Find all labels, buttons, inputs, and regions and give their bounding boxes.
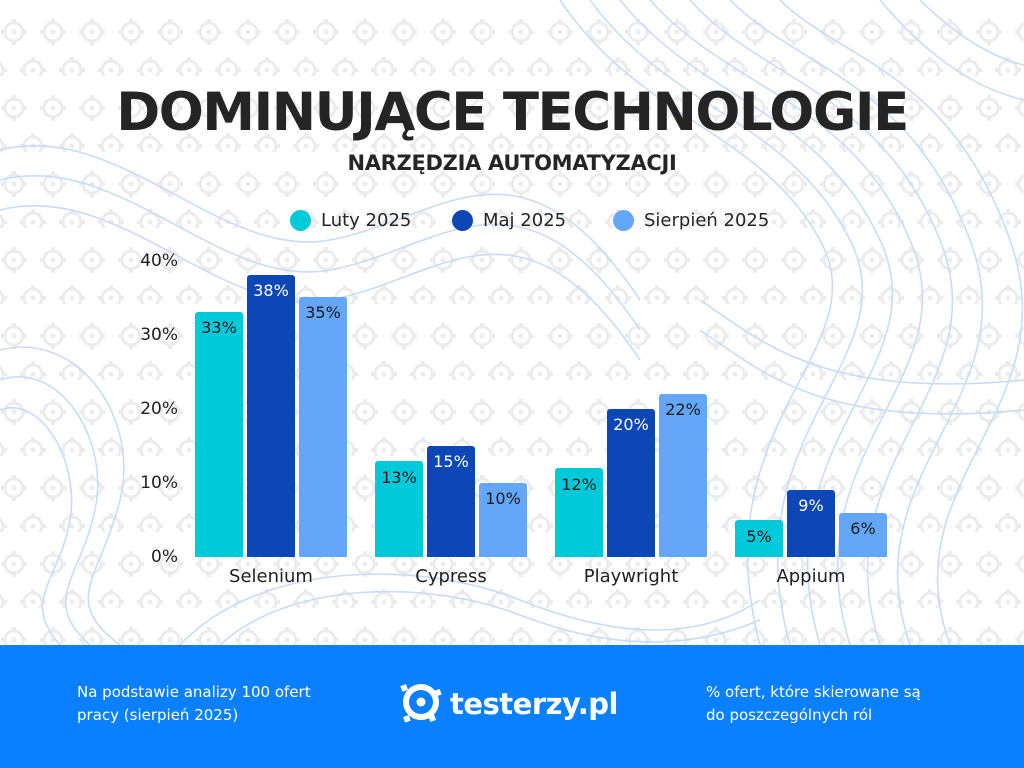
- bar-sierpien: [659, 394, 707, 557]
- bar-sierpien: [479, 483, 527, 557]
- bar-sierpien: [299, 297, 347, 557]
- bar-sierpien: [839, 513, 887, 557]
- legend-item-maj: Maj 2025: [452, 205, 566, 235]
- footer-source-line2: pracy (sierpień 2025): [77, 706, 239, 724]
- y-tick-label: 30%: [140, 325, 178, 345]
- footer-description-line2: do poszczególnych ról: [706, 706, 873, 724]
- footer-source-note: Na podstawie analizy 100 ofert pracy (si…: [77, 681, 377, 727]
- chart-subtitle: NARZĘDZIA AUTOMATYZACJI: [347, 151, 677, 175]
- footer-source-line1: Na podstawie analizy 100 ofert: [77, 683, 311, 701]
- bar-value-label: 15%: [433, 452, 469, 471]
- bar-maj: [427, 446, 475, 557]
- legend-swatch-icon: [290, 209, 311, 231]
- bar-value-label: 9%: [798, 496, 824, 515]
- brand-logo: testerzy.pl: [398, 679, 618, 729]
- bar-luty: [375, 461, 423, 557]
- bar-value-label: 12%: [561, 475, 597, 494]
- bar-value-label: 6%: [850, 519, 876, 538]
- bar-luty: [195, 312, 243, 557]
- y-tick-label: 10%: [140, 473, 178, 493]
- y-tick-label: 20%: [140, 399, 178, 419]
- category-label: Playwright: [583, 566, 679, 587]
- gear-target-icon: [398, 679, 444, 729]
- bar-luty: [555, 468, 603, 557]
- category-label: Appium: [776, 566, 846, 587]
- legend-swatch-icon: [452, 209, 473, 231]
- brand-name: testerzy.pl: [450, 687, 618, 721]
- bar-value-label: 33%: [201, 318, 237, 337]
- category-label: Selenium: [229, 566, 313, 587]
- legend-label: Maj 2025: [483, 209, 567, 231]
- footer-banner: Na podstawie analizy 100 ofert pracy (si…: [0, 645, 1024, 768]
- bar-maj: [787, 490, 835, 557]
- legend-item-luty: Luty 2025: [290, 205, 411, 235]
- legend-item-sierpien: Sierpień 2025: [613, 205, 769, 235]
- bar-value-label: 38%: [253, 281, 289, 300]
- bar-value-label: 35%: [305, 303, 341, 322]
- bar-value-label: 22%: [665, 400, 701, 419]
- chart-legend: Luty 2025 Maj 2025 Sierpień 2025: [0, 205, 1024, 235]
- bar-value-label: 13%: [381, 468, 417, 487]
- chart-title: DOMINUJĄCE TECHNOLOGIE: [116, 82, 909, 143]
- legend-label: Luty 2025: [321, 209, 412, 231]
- footer-description: % ofert, które skierowane są do poszczeg…: [706, 681, 996, 727]
- footer-description-line1: % ofert, które skierowane są: [706, 683, 921, 701]
- category-label: Cypress: [415, 566, 487, 587]
- bar-value-label: 20%: [613, 415, 649, 434]
- y-tick-label: 0%: [151, 547, 178, 567]
- y-tick-label: 40%: [140, 251, 178, 271]
- legend-swatch-icon: [613, 209, 634, 231]
- bar-luty: [735, 520, 783, 557]
- legend-label: Sierpień 2025: [644, 209, 770, 231]
- bar-maj: [607, 409, 655, 557]
- bar-value-label: 10%: [485, 489, 521, 508]
- bar-value-label: 5%: [746, 527, 772, 546]
- bar-maj: [247, 275, 295, 557]
